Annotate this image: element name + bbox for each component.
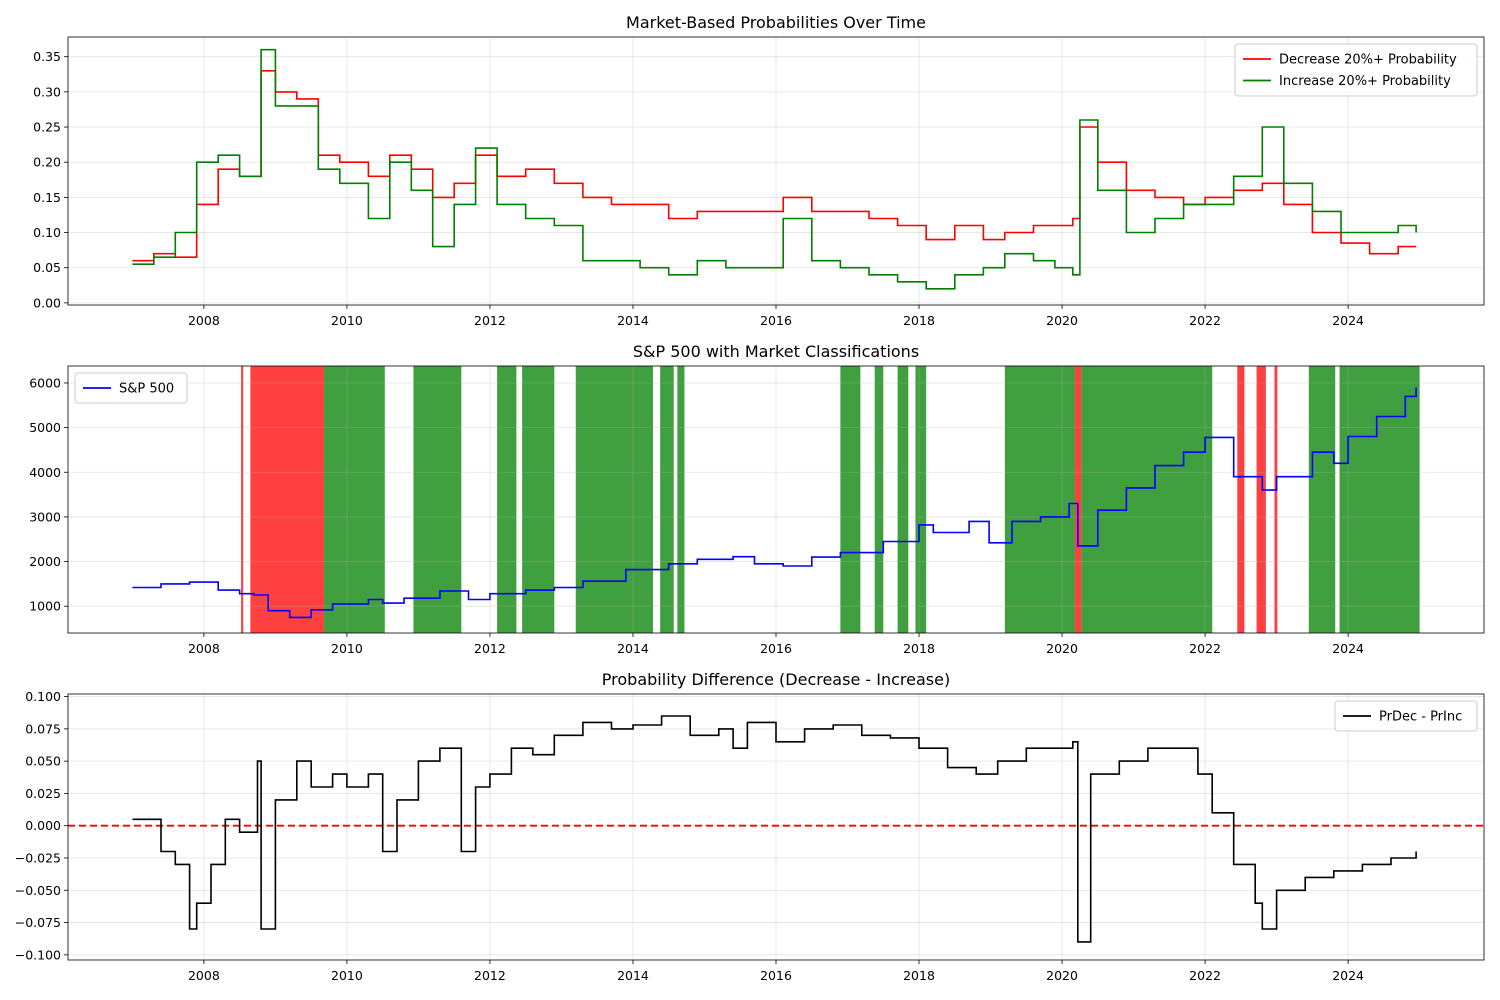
x-tick-label: 2010: [331, 968, 363, 983]
y-tick-label: 0.000: [25, 818, 61, 833]
x-tick-label: 2008: [188, 968, 220, 983]
classification-band-increase: [840, 366, 861, 633]
x-tick-label: 2022: [1189, 313, 1221, 328]
legend-label: S&P 500: [119, 382, 174, 397]
x-tick-label: 2020: [1046, 641, 1078, 656]
x-tick-label: 2020: [1046, 313, 1078, 328]
y-tick-label: 0.00: [33, 295, 61, 310]
y-tick-label: 0.100: [25, 689, 61, 704]
chart-panel-3: 2008 2010 2012 2014 2016 2018 2020 2022 2024 −0.1…: [15, 670, 1485, 983]
legend-box: [1234, 43, 1478, 97]
chart-title: Probability Difference (Decrease - Incre…: [602, 670, 950, 689]
classification-band-decrease: [250, 366, 325, 633]
legend-box: [74, 372, 188, 404]
classification-band-decrease: [1256, 366, 1266, 633]
y-tick-label: 6000: [29, 375, 61, 390]
legend-label: PrDec - PrInc: [1379, 710, 1462, 725]
x-tick-label: 2024: [1332, 968, 1364, 983]
series-line-2: [132, 48, 1417, 290]
classification-band-increase: [1339, 366, 1420, 633]
y-tick-label: 0.10: [33, 225, 61, 240]
classification-band-increase: [915, 366, 927, 633]
x-tick-label: 2018: [903, 968, 935, 983]
series-line-1: [132, 715, 1417, 943]
y-tick-label: 4000: [29, 465, 61, 480]
classification-band-decrease: [241, 366, 244, 633]
x-tick-label: 2018: [903, 313, 935, 328]
classification-band-increase: [522, 366, 555, 633]
classification-band-increase: [575, 366, 653, 633]
y-tick-label: −0.075: [15, 915, 61, 930]
x-tick-label: 2016: [760, 968, 792, 983]
y-tick-label: 1000: [29, 599, 61, 614]
x-tick-label: 2014: [617, 968, 649, 983]
legend: Decrease 20%+ Probability Increase 20%+ P…: [1234, 43, 1478, 97]
y-tick-label: 0.20: [33, 155, 61, 170]
x-tick-label: 2008: [188, 641, 220, 656]
classification-band-increase: [660, 366, 674, 633]
classification-band-increase: [497, 366, 517, 633]
x-tick-label: 2024: [1332, 313, 1364, 328]
y-tick-label: 0.35: [33, 49, 61, 64]
series-line-1: [132, 387, 1417, 619]
x-tick-label: 2016: [760, 313, 792, 328]
y-tick-label: 0.30: [33, 84, 61, 99]
classification-band-increase: [1308, 366, 1336, 633]
y-tick-label: 0.15: [33, 190, 61, 205]
x-tick-label: 2016: [760, 641, 792, 656]
chart-panel-1: 2008 2010 2012 2014 2016 2018 2020 2022 2024 0.00…: [33, 13, 1485, 328]
y-tick-label: 0.050: [25, 754, 61, 769]
x-tick-label: 2020: [1046, 968, 1078, 983]
y-tick-label: −0.100: [15, 947, 61, 962]
legend-box: [1334, 700, 1478, 732]
classification-band-increase: [1004, 366, 1075, 633]
chart-title: S&P 500 with Market Classifications: [633, 342, 919, 361]
classification-band-decrease: [1274, 366, 1278, 633]
x-tick-label: 2012: [474, 313, 506, 328]
classification-band-decrease: [1237, 366, 1245, 633]
x-tick-label: 2012: [474, 968, 506, 983]
x-tick-label: 2022: [1189, 641, 1221, 656]
classification-bands: [241, 366, 1420, 633]
chart-title: Market-Based Probabilities Over Time: [626, 13, 926, 32]
classification-band-increase: [677, 366, 685, 633]
x-tick-label: 2012: [474, 641, 506, 656]
x-tick-label: 2018: [903, 641, 935, 656]
x-tick-label: 2008: [188, 313, 220, 328]
y-tick-label: 0.25: [33, 120, 61, 135]
y-tick-label: 0.05: [33, 260, 61, 275]
legend: S&P 500: [74, 372, 188, 404]
x-tick-label: 2010: [331, 641, 363, 656]
x-tick-label: 2024: [1332, 641, 1364, 656]
classification-band-increase: [413, 366, 462, 633]
x-tick-label: 2010: [331, 313, 363, 328]
axes-frame: [67, 36, 1485, 306]
y-tick-label: 5000: [29, 420, 61, 435]
legend: PrDec - PrInc: [1334, 700, 1478, 732]
axes-frame: [67, 693, 1485, 961]
classification-band-decrease: [1074, 366, 1082, 633]
legend-label: Increase 20%+ Probability: [1279, 74, 1451, 89]
y-tick-label: 0.025: [25, 786, 61, 801]
classification-band-increase: [1081, 366, 1213, 633]
classification-band-increase: [874, 366, 884, 633]
x-tick-label: 2014: [617, 313, 649, 328]
classification-band-increase: [897, 366, 909, 633]
y-tick-label: 3000: [29, 509, 61, 524]
classification-band-increase: [324, 366, 385, 633]
x-tick-label: 2014: [617, 641, 649, 656]
legend-label: Decrease 20%+ Probability: [1279, 53, 1457, 68]
y-tick-label: −0.050: [15, 883, 61, 898]
y-tick-label: −0.025: [15, 850, 61, 865]
chart-panel-2: 2008 2010 2012 2014 2016 2018 2020 2022 2024 1000…: [29, 342, 1485, 656]
axes-frame: [67, 365, 1485, 634]
y-tick-label: 2000: [29, 554, 61, 569]
y-tick-label: 0.075: [25, 721, 61, 736]
x-tick-label: 2022: [1189, 968, 1221, 983]
